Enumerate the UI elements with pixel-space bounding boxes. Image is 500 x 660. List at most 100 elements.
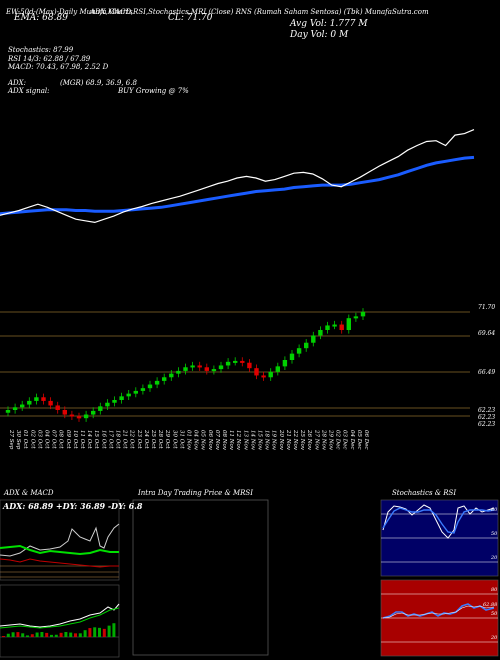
- adx-di-plus-line: [0, 523, 120, 557]
- date-tick-label: 07 Nov: [214, 430, 220, 451]
- candle: [197, 365, 202, 368]
- buy-signal: BUY Growing @ 7%: [118, 87, 189, 95]
- macd-bar: [54, 634, 58, 637]
- rsi-value: RSI 14/3: 62.88 / 67.89: [8, 55, 91, 63]
- ema-line: [0, 155, 475, 216]
- date-tick-label: 30 Sep: [15, 430, 21, 450]
- rsi-value-label: 62.88: [483, 602, 498, 608]
- candle: [12, 407, 18, 410]
- candle: [346, 318, 351, 330]
- date-tick-label: 18 Nov: [264, 430, 270, 451]
- date-tick-label: 10 Oct: [72, 430, 78, 449]
- macd-bar: [64, 632, 68, 637]
- candle: [304, 342, 309, 349]
- date-tick-label: 26 Nov: [306, 429, 312, 451]
- date-tick-label: 05 Dec: [356, 430, 362, 450]
- candle: [55, 405, 60, 410]
- adx-readout: ADX: 68.89 +DY: 36.89 -DY: 6.8: [3, 501, 143, 511]
- rsi-tick: 50: [491, 611, 498, 617]
- macd-bar: [45, 632, 49, 637]
- candle: [360, 311, 366, 317]
- date-tick-label: 06 Dec: [363, 430, 369, 450]
- date-tick-label: 01 Nov: [186, 430, 192, 451]
- avg-vol-label: Avg Vol: 1.777 M: [290, 19, 368, 29]
- macd-bar: [11, 632, 15, 637]
- stoch-panel-title: Stochastics & RSI: [392, 489, 457, 497]
- candle: [296, 348, 302, 354]
- rsi-line: [382, 603, 495, 619]
- macd-bar: [50, 634, 53, 637]
- date-tick-label: 15 Nov: [257, 430, 263, 451]
- macd-histogram: [2, 623, 116, 637]
- macd-bar: [21, 633, 25, 637]
- date-tick-label: 27 Nov: [313, 429, 319, 451]
- candle: [169, 373, 174, 378]
- axis-label: 62.23: [478, 414, 496, 421]
- stoch-k-line: [382, 504, 495, 539]
- date-tick-label: 13 Nov: [242, 430, 248, 451]
- macd-bar: [78, 633, 82, 637]
- date-tick-label: 11 Oct: [79, 430, 85, 449]
- candle: [318, 330, 323, 336]
- date-tick-label: 04 Oct: [44, 430, 50, 449]
- date-tick-label: 07 Oct: [51, 430, 57, 449]
- candle: [162, 377, 167, 381]
- date-tick-label: 14 Oct: [86, 430, 92, 449]
- date-tick-label: 02 Dec: [335, 430, 341, 450]
- adx-red-line: [0, 558, 119, 568]
- date-tick-label: 17 Oct: [107, 430, 113, 449]
- candle: [218, 365, 224, 370]
- macd-bar: [107, 625, 111, 637]
- rsi-tick: 20: [491, 635, 498, 641]
- candle: [268, 371, 273, 378]
- candle: [176, 370, 181, 374]
- date-tick-label: 09 Oct: [65, 430, 71, 449]
- date-tick-label: 12 Nov: [235, 430, 241, 451]
- close-line: [0, 129, 475, 224]
- axis-label: 71.70: [478, 304, 496, 311]
- date-tick-label: 19 Nov: [271, 430, 277, 451]
- candle: [27, 400, 32, 405]
- candle: [147, 384, 153, 389]
- macd-bar: [83, 630, 87, 637]
- macd-bar: [26, 635, 29, 637]
- macd-line: [0, 603, 120, 628]
- candle: [133, 390, 138, 394]
- adx-panel-title: ADX & MACD: [4, 489, 54, 497]
- header-line: EW-50d-(Max)-Daily Munafa Charts: [6, 8, 133, 16]
- adx-signal-label: ADX signal:: [8, 87, 50, 95]
- macd-bar: [88, 628, 92, 637]
- title-strip: ADX,MACD,RSI,Stochastics,MRI (Close) RNS…: [90, 8, 429, 16]
- macd-bar: [16, 632, 20, 637]
- candle: [332, 324, 337, 327]
- date-tick-label: 14 Nov: [249, 430, 255, 451]
- date-tick-label: 03 Oct: [36, 430, 42, 449]
- candle: [34, 397, 39, 401]
- date-tick-label: 28 Oct: [157, 429, 163, 449]
- candle: [183, 367, 188, 371]
- candle: [41, 397, 46, 401]
- candle: [247, 362, 252, 369]
- macd-bar: [59, 632, 63, 637]
- date-tick-label: 02 Oct: [29, 430, 35, 449]
- candle: [289, 353, 295, 360]
- stoch-tick: 50: [491, 531, 498, 537]
- candle: [240, 360, 245, 363]
- date-tick-label: 15 Oct: [93, 430, 99, 449]
- macd-bar: [93, 627, 97, 637]
- axis-label: 69.64: [478, 330, 496, 337]
- date-tick-label: 28 Nov: [320, 429, 326, 451]
- candle: [225, 361, 231, 366]
- adx-label: ADX:: [8, 79, 27, 87]
- candle: [69, 414, 75, 417]
- date-tick-label: 04 Nov: [193, 430, 199, 451]
- date-tick-label: 23 Oct: [136, 429, 142, 449]
- macd-panel: [0, 584, 120, 658]
- macd-bar: [74, 633, 77, 637]
- date-tick-label: 01 Oct: [22, 430, 28, 449]
- macd-bar: [102, 628, 106, 637]
- date-tick-label: 04 Dec: [349, 430, 355, 450]
- macd-bar: [69, 632, 73, 637]
- date-tick-label: 06 Nov: [207, 430, 213, 451]
